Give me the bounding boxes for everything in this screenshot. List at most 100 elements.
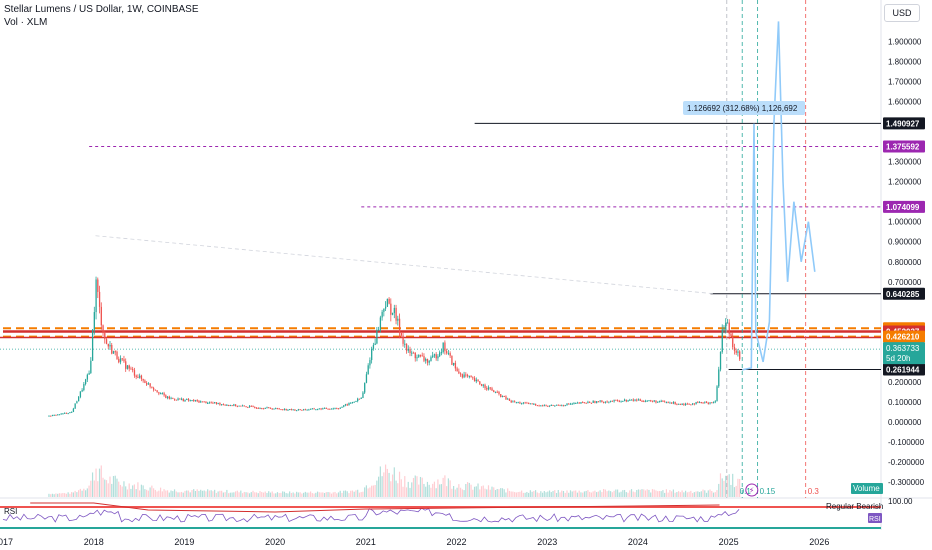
volume-bar bbox=[679, 492, 681, 497]
volume-bar bbox=[116, 478, 118, 497]
candle-body bbox=[140, 375, 143, 380]
volume-bar bbox=[583, 491, 586, 497]
candle-body bbox=[139, 375, 141, 378]
volume-bar bbox=[64, 493, 66, 497]
candle-body bbox=[323, 407, 326, 409]
price-tick: 1.700000 bbox=[888, 77, 922, 86]
volume-bar bbox=[582, 492, 584, 497]
fib-time-lines: 0.1 0.15 0.3⚡ bbox=[726, 0, 819, 498]
candle-body bbox=[393, 307, 396, 313]
candle-body bbox=[629, 399, 631, 401]
candle-body bbox=[360, 397, 362, 399]
candle-body bbox=[313, 408, 315, 410]
candle-body bbox=[346, 404, 348, 406]
volume-bar bbox=[543, 491, 545, 497]
bearish-divergence-line bbox=[30, 502, 720, 513]
candle-body bbox=[688, 403, 690, 405]
candle-body bbox=[105, 339, 108, 344]
volume-bar bbox=[552, 490, 554, 497]
volume-bar bbox=[357, 489, 359, 497]
volume-bar bbox=[161, 491, 163, 497]
volume-bar bbox=[311, 493, 313, 497]
candle-body bbox=[695, 402, 697, 405]
candle-body bbox=[465, 374, 467, 376]
currency-button[interactable]: USD bbox=[884, 4, 920, 22]
candle-body bbox=[405, 343, 408, 351]
volume-bar bbox=[350, 490, 352, 497]
volume-bar bbox=[102, 477, 104, 497]
price-tick: 0.100000 bbox=[888, 398, 922, 407]
volume-bar bbox=[397, 483, 399, 497]
candle-body bbox=[309, 408, 312, 410]
volume-bar bbox=[177, 492, 179, 497]
candle-body bbox=[200, 401, 202, 403]
volume-bar bbox=[372, 485, 374, 497]
candle-body bbox=[555, 404, 558, 406]
volume-bar bbox=[524, 492, 526, 497]
candle-body bbox=[283, 408, 286, 410]
candle-body bbox=[686, 403, 689, 405]
volume-bar bbox=[74, 490, 76, 497]
candle-body bbox=[671, 402, 673, 404]
volume-bar bbox=[304, 491, 306, 497]
volume-bar bbox=[718, 483, 720, 497]
candle-body bbox=[374, 343, 376, 345]
candle-body bbox=[641, 400, 643, 402]
candle-body bbox=[294, 409, 296, 411]
candle-body bbox=[603, 402, 605, 404]
candle-body bbox=[76, 401, 78, 404]
volume-bar bbox=[81, 490, 83, 497]
volume-bar bbox=[369, 487, 371, 497]
candle-body bbox=[173, 398, 176, 400]
volume-bar bbox=[608, 490, 610, 497]
volume-bar bbox=[194, 491, 197, 497]
volume-bar bbox=[69, 493, 71, 497]
candle-body bbox=[623, 399, 626, 401]
volume-bar bbox=[698, 492, 701, 497]
volume-bar bbox=[252, 490, 254, 497]
candle-body bbox=[569, 403, 572, 405]
candle-body bbox=[528, 402, 530, 404]
volume-bar bbox=[125, 486, 127, 497]
volume-bar bbox=[383, 472, 385, 497]
volume-bar bbox=[278, 492, 280, 497]
volume-bar bbox=[133, 484, 136, 497]
candle-body bbox=[414, 352, 416, 359]
time-tick: 2022 bbox=[447, 537, 467, 547]
volume-bar bbox=[355, 490, 357, 497]
candle-body bbox=[65, 412, 68, 414]
candle-body bbox=[622, 400, 624, 402]
level-price-label-bg bbox=[883, 330, 925, 343]
measure-box bbox=[683, 101, 805, 115]
countdown-label: 5d 20h bbox=[886, 354, 910, 363]
volume-bar bbox=[257, 493, 259, 497]
volume-bar bbox=[514, 492, 516, 497]
volume-bar bbox=[140, 484, 142, 497]
candle-body bbox=[426, 359, 429, 363]
candle-body bbox=[151, 386, 153, 388]
volume-bar bbox=[671, 491, 673, 497]
volume-bar bbox=[681, 490, 683, 497]
candle-body bbox=[655, 400, 657, 403]
candle-body bbox=[733, 347, 736, 351]
volume-bar bbox=[641, 489, 643, 497]
time-tick: 2025 bbox=[719, 537, 739, 547]
volume-bar bbox=[576, 492, 579, 497]
fib-time-label: 0.15 bbox=[760, 487, 776, 496]
volume-bar bbox=[203, 490, 205, 497]
volume-bar bbox=[100, 465, 102, 497]
candle-body bbox=[453, 362, 455, 365]
candle-body bbox=[395, 307, 397, 321]
candle-body bbox=[278, 408, 280, 410]
volume-bar bbox=[226, 489, 228, 497]
trend-line bbox=[95, 235, 716, 295]
candle-body bbox=[543, 405, 546, 407]
volume-bar bbox=[184, 490, 186, 497]
volume-bar bbox=[62, 493, 64, 497]
price-tick: 1.200000 bbox=[888, 178, 922, 187]
candle-body bbox=[297, 409, 300, 411]
volume-bar bbox=[50, 494, 52, 497]
level-price-labels: 1.4909271.3755921.0740990.6402850.467906… bbox=[851, 117, 925, 494]
volume-bar bbox=[182, 492, 184, 497]
